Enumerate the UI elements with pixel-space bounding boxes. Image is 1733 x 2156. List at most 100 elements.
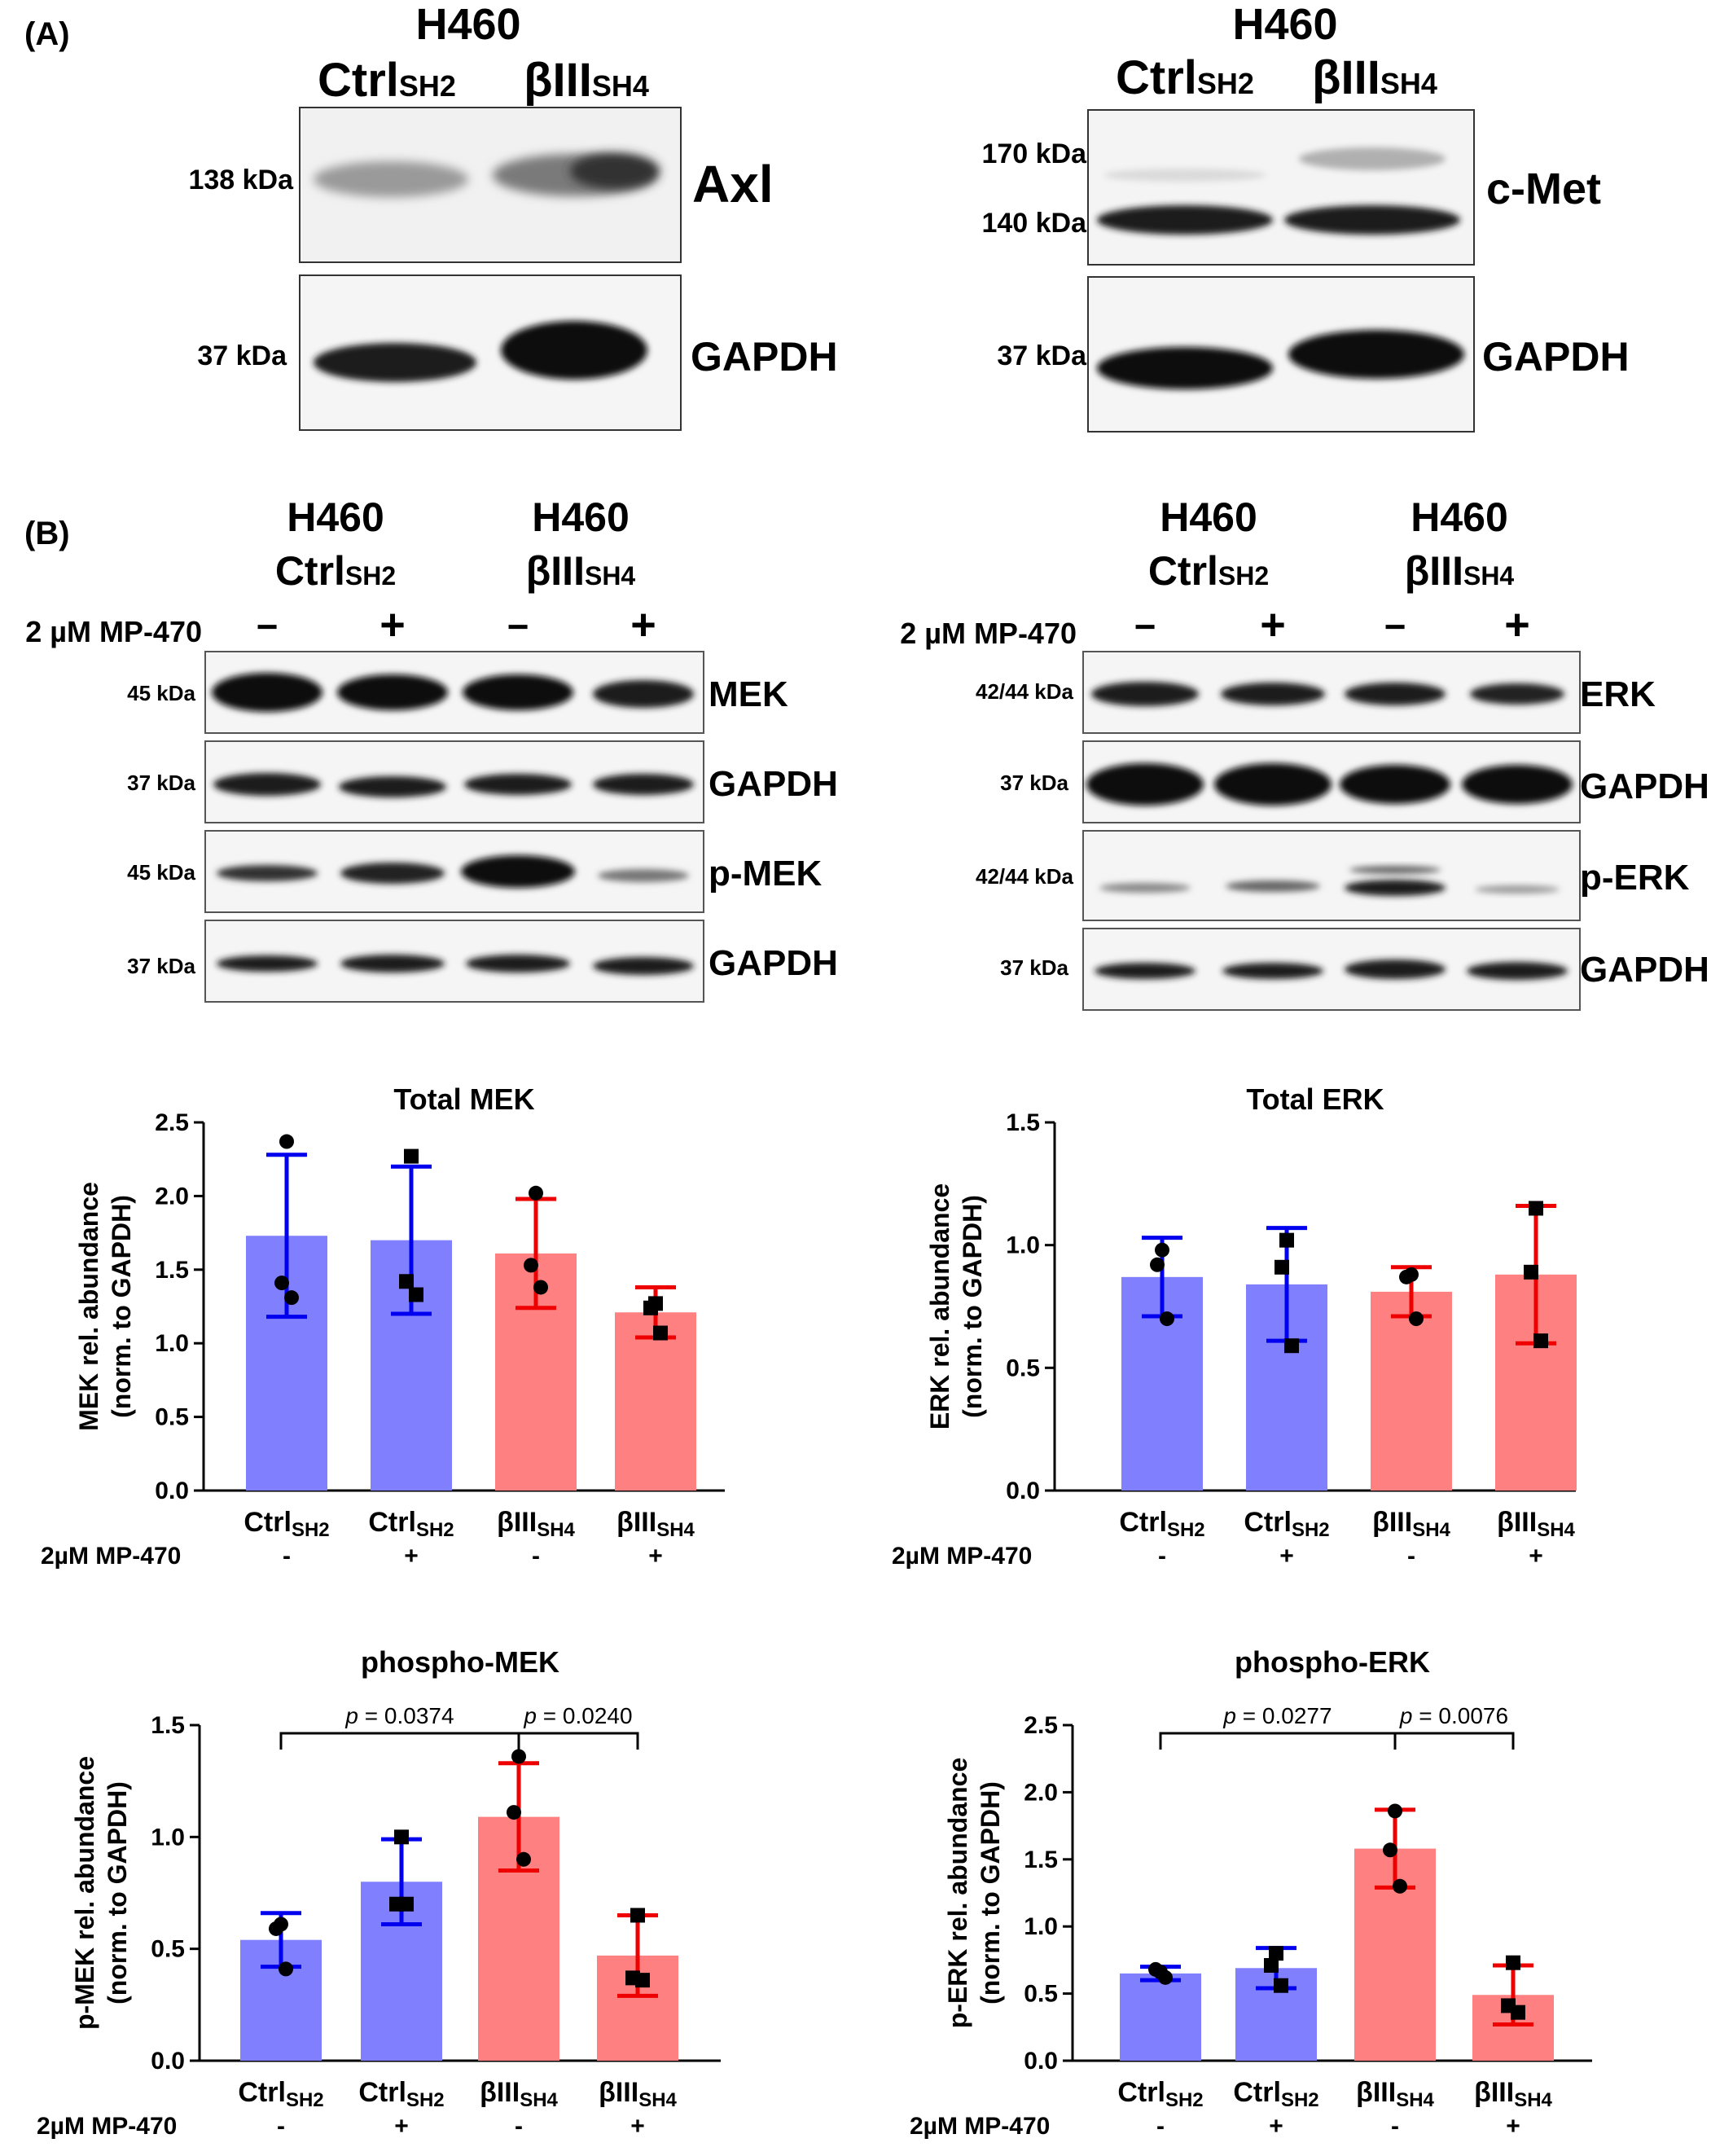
treatment-axis-label: 2µM MP-470 (892, 1543, 1032, 1570)
data-point (404, 1148, 419, 1164)
treatment-sign: + (630, 2113, 645, 2140)
mw-marker: 37 kDa (197, 340, 287, 371)
y-axis-label: (norm. to GAPDH) (976, 1781, 1005, 2005)
x-tick-label: βIIISH4 (1356, 2077, 1434, 2111)
chart-1: Total ERK ERK rel. abundance (norm. to GAP… (892, 1082, 1577, 1570)
treatment-axis-label: 2µM MP-470 (910, 2113, 1050, 2140)
x-tick-label: CtrlSH2 (243, 1507, 329, 1541)
mw-marker: 37 kDa (1000, 771, 1068, 795)
cell-line-label: H460 (287, 494, 384, 540)
y-axis-label: (norm. to GAPDH) (107, 1195, 136, 1418)
blot-group-cmet: H460 CtrlSH2 βIIISH4 170 kDa 140 kDa c-M… (981, 0, 1630, 433)
data-point (630, 1908, 645, 1923)
p-value-label: p = 0.0240 (523, 1703, 632, 1728)
data-point (279, 1134, 294, 1149)
y-tick-label: 0.5 (1006, 1355, 1040, 1381)
y-tick-label: 1.0 (1024, 1913, 1058, 1940)
y-axis-label: (norm. to GAPDH) (958, 1195, 987, 1418)
data-point (533, 1280, 548, 1295)
data-point (1383, 1842, 1397, 1858)
y-tick-label: 1.0 (151, 1824, 185, 1851)
treatment-plus: + (1260, 600, 1286, 649)
treatment-sign: - (283, 1543, 291, 1570)
mw-marker: 42/44 kDa (976, 864, 1074, 889)
bands-erk (1091, 682, 1564, 706)
x-tick-label: βIIISH4 (616, 1507, 695, 1541)
data-point (1506, 1955, 1520, 1970)
data-point (507, 1805, 521, 1820)
data-point (1158, 1969, 1173, 1985)
data-point (279, 1961, 293, 1977)
cell-line-label: H460 (1160, 494, 1257, 540)
y-tick-label: 0.5 (151, 1936, 185, 1963)
p-value-label: p = 0.0277 (1222, 1703, 1332, 1728)
blot-group-mek: H460 CtrlSH2 H460 βIIISH4 2 µM MP-470 − … (25, 494, 838, 1003)
data-point (1529, 1201, 1543, 1216)
chart-3: phospho-ERK p-ERK rel. abundance (norm. to… (910, 1645, 1592, 2140)
treatment-sign: + (1269, 2113, 1283, 2140)
y-tick-label: 1.5 (155, 1257, 189, 1284)
data-point (1160, 1311, 1174, 1327)
chart-0: Total MEK MEK rel. abundance (norm. to GAP… (41, 1082, 725, 1570)
treatment-label: 2 µM MP-470 (25, 615, 202, 648)
data-point (1533, 1333, 1548, 1349)
mw-marker: 42/44 kDa (976, 679, 1074, 704)
mw-marker: 37 kDa (997, 340, 1087, 371)
mw-marker: 37 kDa (127, 771, 195, 795)
treatment-sign: + (394, 2113, 409, 2140)
x-tick-label: βIIISH4 (599, 2077, 677, 2111)
lane-label-biii: βIIISH4 (524, 54, 649, 107)
band (1284, 205, 1460, 235)
x-tick-label: βIIISH4 (1474, 2077, 1552, 2111)
treatment-minus: − (1134, 605, 1156, 648)
treatment-axis-label: 2µM MP-470 (41, 1543, 181, 1570)
y-tick-label: 2.5 (1024, 1712, 1058, 1739)
bands-mek (212, 673, 694, 712)
band (1103, 169, 1266, 182)
treatment-sign: + (404, 1543, 419, 1570)
y-axis-label: ERK rel. abundance (925, 1183, 954, 1429)
x-tick-label: CtrlSH2 (1119, 1507, 1204, 1541)
data-point (653, 1325, 668, 1341)
treatment-sign: + (1279, 1543, 1294, 1570)
treatment-sign: - (1158, 1543, 1166, 1570)
x-tick-label: CtrlSH2 (368, 1507, 454, 1541)
mw-marker: 45 kDa (127, 681, 195, 705)
blot-group-erk: H460 CtrlSH2 H460 βIIISH4 2 µM MP-470 − … (900, 494, 1709, 1011)
treatment-sign: - (532, 1543, 540, 1570)
significance-bracket (1393, 1732, 1515, 1750)
band (314, 343, 476, 382)
lane-label-biii: βIIISH4 (1312, 51, 1437, 104)
treatment-plus: + (1504, 600, 1530, 649)
x-tick-label: βIIISH4 (1372, 1507, 1450, 1541)
blot-name-pmek: p-MEK (709, 854, 823, 894)
treatment-sign: + (1529, 1543, 1543, 1570)
y-tick-label: 1.0 (155, 1330, 189, 1357)
y-axis-label: p-MEK rel. abundance (70, 1756, 99, 2030)
treatment-minus: − (257, 605, 279, 648)
y-axis-label: p-ERK rel. abundance (943, 1758, 972, 2029)
blot-name-gapdh: GAPDH (691, 334, 838, 380)
y-axis-label: (norm. to GAPDH) (103, 1781, 132, 2005)
blot-name-axl: Axl (692, 155, 774, 213)
cell-line-label: H460 (1411, 494, 1508, 540)
bands-pmek (217, 855, 689, 888)
treatment-axis-label: 2µM MP-470 (37, 2113, 177, 2140)
data-point (1269, 1946, 1283, 1961)
blot-name-cmet: c-Met (1486, 165, 1601, 213)
data-point (1409, 1311, 1424, 1327)
data-point (269, 1921, 283, 1936)
x-tick-label: CtrlSH2 (1233, 2077, 1318, 2111)
blot-name-perk: p-ERK (1580, 858, 1690, 898)
blot-name-erk: ERK (1580, 674, 1656, 714)
y-tick-label: 0.0 (155, 1478, 189, 1504)
data-point (643, 1300, 658, 1315)
data-point (399, 1274, 414, 1289)
data-point (394, 1829, 409, 1845)
panel-label-b: (B) (24, 516, 70, 551)
significance-bracket (279, 1732, 520, 1750)
treatment-sign: - (1391, 2113, 1399, 2140)
blot-group-axl: H460 CtrlSH2 βIIISH4 138 kDa Axl 37 kDa … (188, 0, 838, 431)
treatment-sign: - (1407, 1543, 1415, 1570)
